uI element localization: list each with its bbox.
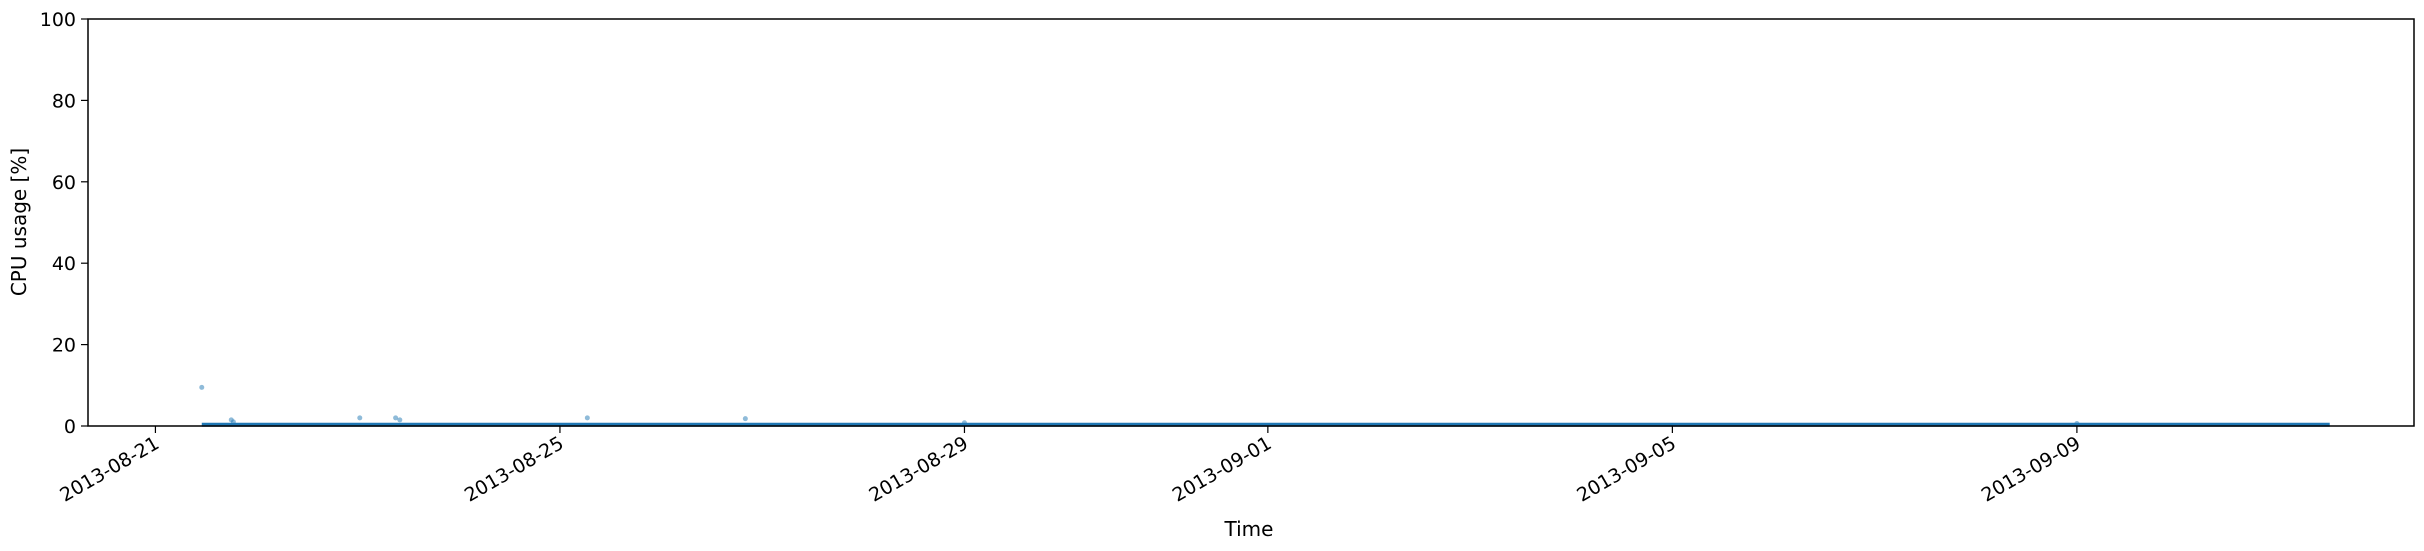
- data-point: [2074, 421, 2080, 427]
- data-point: [584, 415, 590, 421]
- y-tick-label: 40: [52, 253, 76, 275]
- y-tick-label: 80: [52, 90, 76, 112]
- x-axis: 2013-08-21 2013-08-25 2013-08-29 2013-09-01…: [56, 426, 2084, 507]
- y-tick-label: 100: [40, 9, 76, 31]
- y-tick-label: 60: [52, 172, 76, 194]
- data-point: [230, 419, 236, 425]
- y-axis-label: CPU usage [%]: [7, 148, 31, 296]
- data-point: [961, 420, 967, 426]
- x-axis-label: Time: [1224, 517, 1274, 541]
- x-tick-label: 2013-08-29: [865, 432, 972, 506]
- x-tick-label: 2013-09-09: [1978, 432, 2085, 506]
- data-point: [397, 417, 403, 423]
- data-point: [393, 415, 399, 421]
- x-tick-label: 2013-09-01: [1169, 432, 1276, 506]
- data-point: [199, 384, 205, 390]
- x-tick-label: 2013-08-21: [56, 432, 163, 506]
- x-tick-label: 2013-09-05: [1573, 432, 1680, 506]
- y-axis: 0 20 40 60 80 100: [40, 9, 88, 438]
- y-tick-label: 20: [52, 335, 76, 357]
- y-tick-label: 0: [64, 416, 76, 438]
- data-point: [742, 416, 748, 422]
- data-point: [357, 415, 363, 421]
- points-layer: [199, 384, 2080, 427]
- plot-background: [88, 19, 2414, 426]
- x-tick-label: 2013-08-25: [461, 432, 568, 506]
- plot-frame: [87, 18, 2415, 427]
